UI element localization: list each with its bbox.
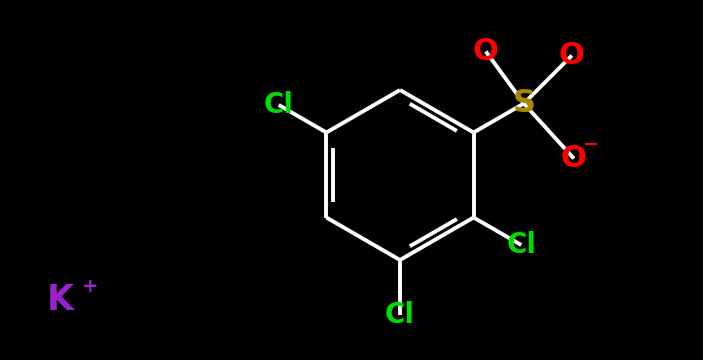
Text: +: + bbox=[82, 276, 98, 296]
Text: S: S bbox=[512, 88, 536, 119]
Text: O: O bbox=[559, 41, 585, 70]
Text: O: O bbox=[561, 144, 587, 173]
Text: Cl: Cl bbox=[264, 91, 294, 119]
Text: −: − bbox=[583, 135, 599, 154]
Text: K: K bbox=[46, 283, 74, 317]
Text: Cl: Cl bbox=[506, 231, 536, 259]
Text: O: O bbox=[473, 37, 499, 66]
Text: Cl: Cl bbox=[385, 301, 415, 329]
